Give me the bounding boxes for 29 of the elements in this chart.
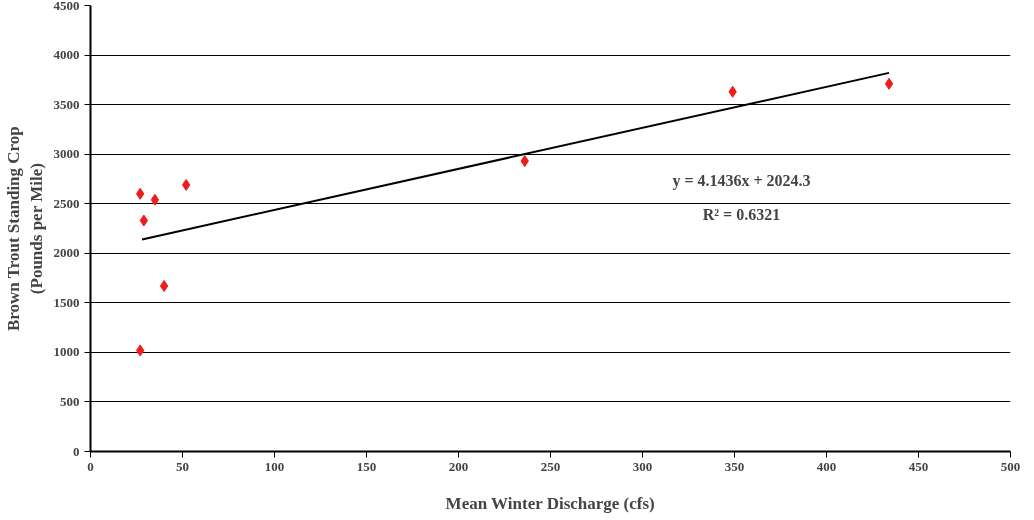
point — [159, 279, 169, 292]
point — [150, 193, 160, 206]
y-tick-label: 4500 — [53, 0, 80, 13]
y-tick-label: 3500 — [53, 96, 80, 112]
x-tick-label: 50 — [176, 458, 189, 474]
x-tick-label: 100 — [264, 458, 285, 474]
x-tick-label: 150 — [356, 458, 377, 474]
y-tick-label: 1500 — [53, 294, 80, 310]
y-axis-title: Brown Trout Standing Crop (Pounds per Mile) — [3, 126, 46, 332]
y-tick-label: 4000 — [53, 47, 80, 63]
y-tick-label: 1000 — [53, 344, 80, 360]
annotation: R² = 0.6321 — [702, 205, 781, 223]
point — [139, 214, 149, 227]
x-tick-label: 350 — [724, 458, 745, 474]
x-tick-label: 0 — [87, 458, 94, 474]
y-tick-label: 2500 — [53, 195, 80, 211]
y-tick-label: 2000 — [53, 245, 80, 261]
y-tick-label: 3000 — [53, 146, 80, 162]
x-tick-label: 450 — [908, 458, 929, 474]
x-tick-label: 500 — [1000, 458, 1021, 474]
y-tick-label: 0 — [73, 443, 80, 459]
y-tick-label: 500 — [60, 393, 80, 409]
point — [884, 77, 894, 90]
x-tick-label: 300 — [632, 458, 653, 474]
x-axis-title: Mean Winter Discharge (cfs) — [445, 493, 655, 513]
annotation: y = 4.1436x + 2024.3 — [672, 171, 811, 190]
x-tick-label: 400 — [816, 458, 837, 474]
x-tick-label: 250 — [540, 458, 561, 474]
x-tick-label: 200 — [448, 458, 469, 474]
